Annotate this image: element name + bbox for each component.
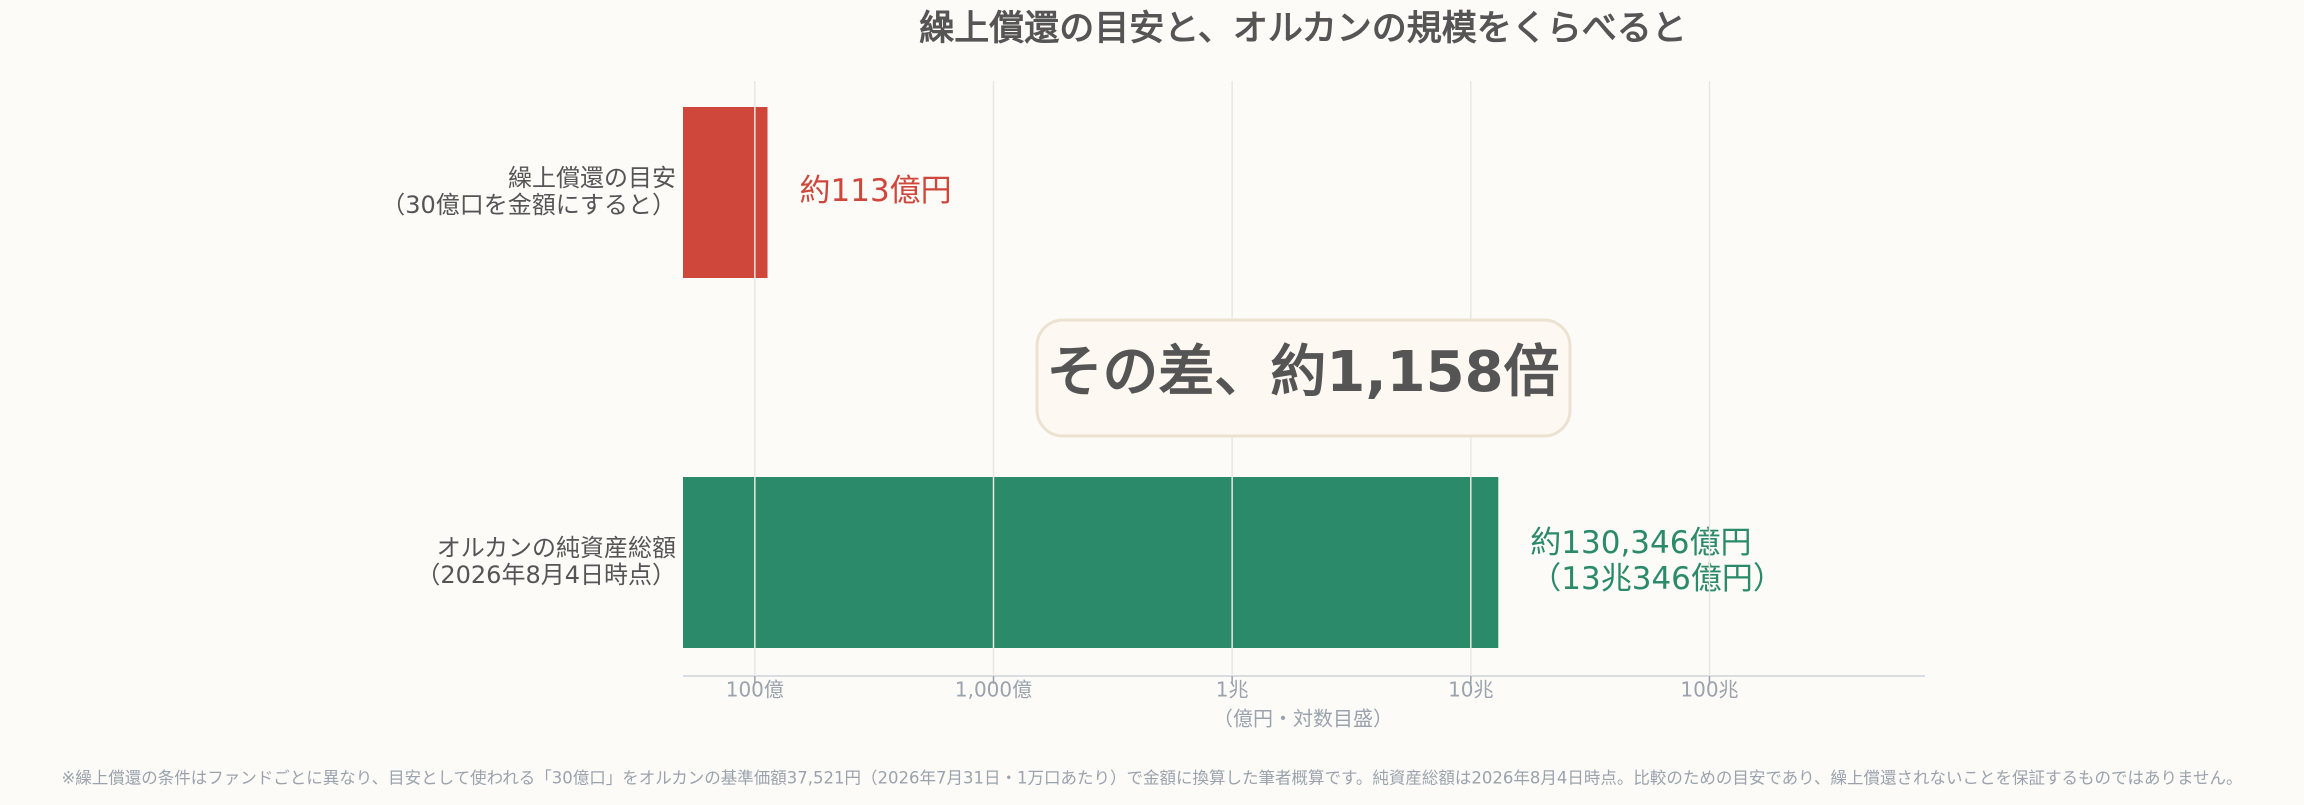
bar [683,107,768,278]
annotation-box [1035,318,1572,438]
value-label: （13兆346億円） [1530,561,1784,597]
x-axis-label: （億円・対数目盛） [1213,707,1393,731]
y-tick-label: （30億口を金額にすると） [381,191,676,219]
y-tick-label: （2026年8月4日時点） [416,561,676,589]
y-tick-label: オルカンの純資産総額 [437,534,676,562]
footnote: ※繰上償還の条件はファンドごとに異なり、目安として使われる「30億口」をオルカン… [61,769,2242,788]
value-label: 約113億円 [800,173,952,209]
chart-title: 繰上償還の目安と、オルカンの規模をくらべると [919,9,1687,49]
value-label: 約130,346億円 [1530,525,1751,561]
bar [683,477,1499,648]
annotation: その差、約1,158倍 [1046,340,1559,405]
y-tick-label: 繰上償還の目安 [508,164,676,192]
